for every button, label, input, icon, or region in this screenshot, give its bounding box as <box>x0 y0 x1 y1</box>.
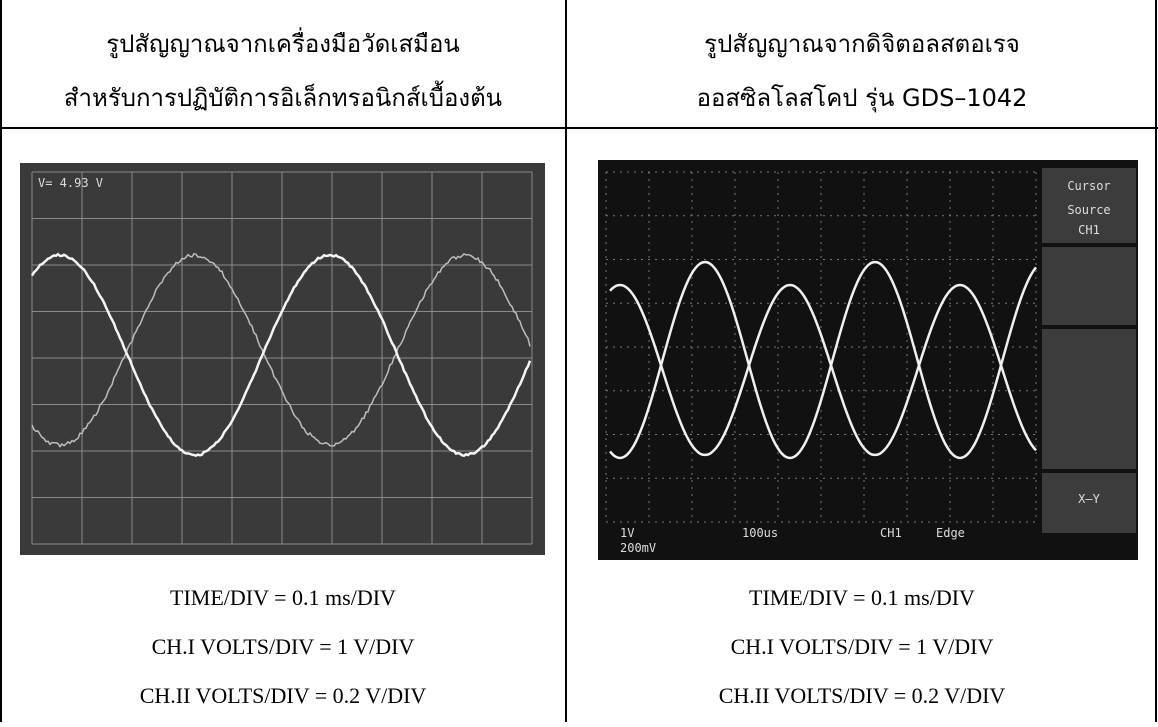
caption: CH.I VOLTS/DIV = 1 V/DIV <box>152 634 415 659</box>
menu-box <box>1042 329 1136 469</box>
menu-label: Source <box>1067 203 1110 217</box>
header-line: ออสซิลโลสโคป รุ่น GDS–1042 <box>697 84 1028 113</box>
caption: CH.II VOLTS/DIV = 0.2 V/DIV <box>140 683 427 708</box>
status-text: Edge <box>936 526 965 540</box>
header-line: รูปสัญญาณจากเครื่องมือวัดเสมือน <box>106 27 460 59</box>
menu-box <box>1042 247 1136 325</box>
caption: CH.II VOLTS/DIV = 0.2 V/DIV <box>719 683 1006 708</box>
left-scope-image: V= 4.93 V <box>20 163 545 555</box>
readout: V= 4.93 V <box>38 176 103 190</box>
status-text: 100us <box>742 526 778 540</box>
header-line: รูปสัญญาณจากดิจิตอลสตอเรจ <box>704 30 1020 59</box>
status-text: CH1 <box>880 526 902 540</box>
caption: CH.I VOLTS/DIV = 1 V/DIV <box>731 634 994 659</box>
status-text: 200mV <box>620 541 656 555</box>
menu-label: CH1 <box>1078 223 1100 237</box>
right-scope-image: Cursor Source CH1 X–Y 1V 200mV 100us CH1… <box>598 160 1138 560</box>
caption: TIME/DIV = 0.1 ms/DIV <box>170 585 396 610</box>
header-line: สำหรับการปฏิบัติการอิเล็กทรอนิกส์เบื้องต… <box>64 80 502 112</box>
menu-label: X–Y <box>1078 492 1100 506</box>
caption: TIME/DIV = 0.1 ms/DIV <box>749 585 975 610</box>
status-text: 1V <box>620 526 634 540</box>
menu-label: Cursor <box>1067 179 1110 193</box>
